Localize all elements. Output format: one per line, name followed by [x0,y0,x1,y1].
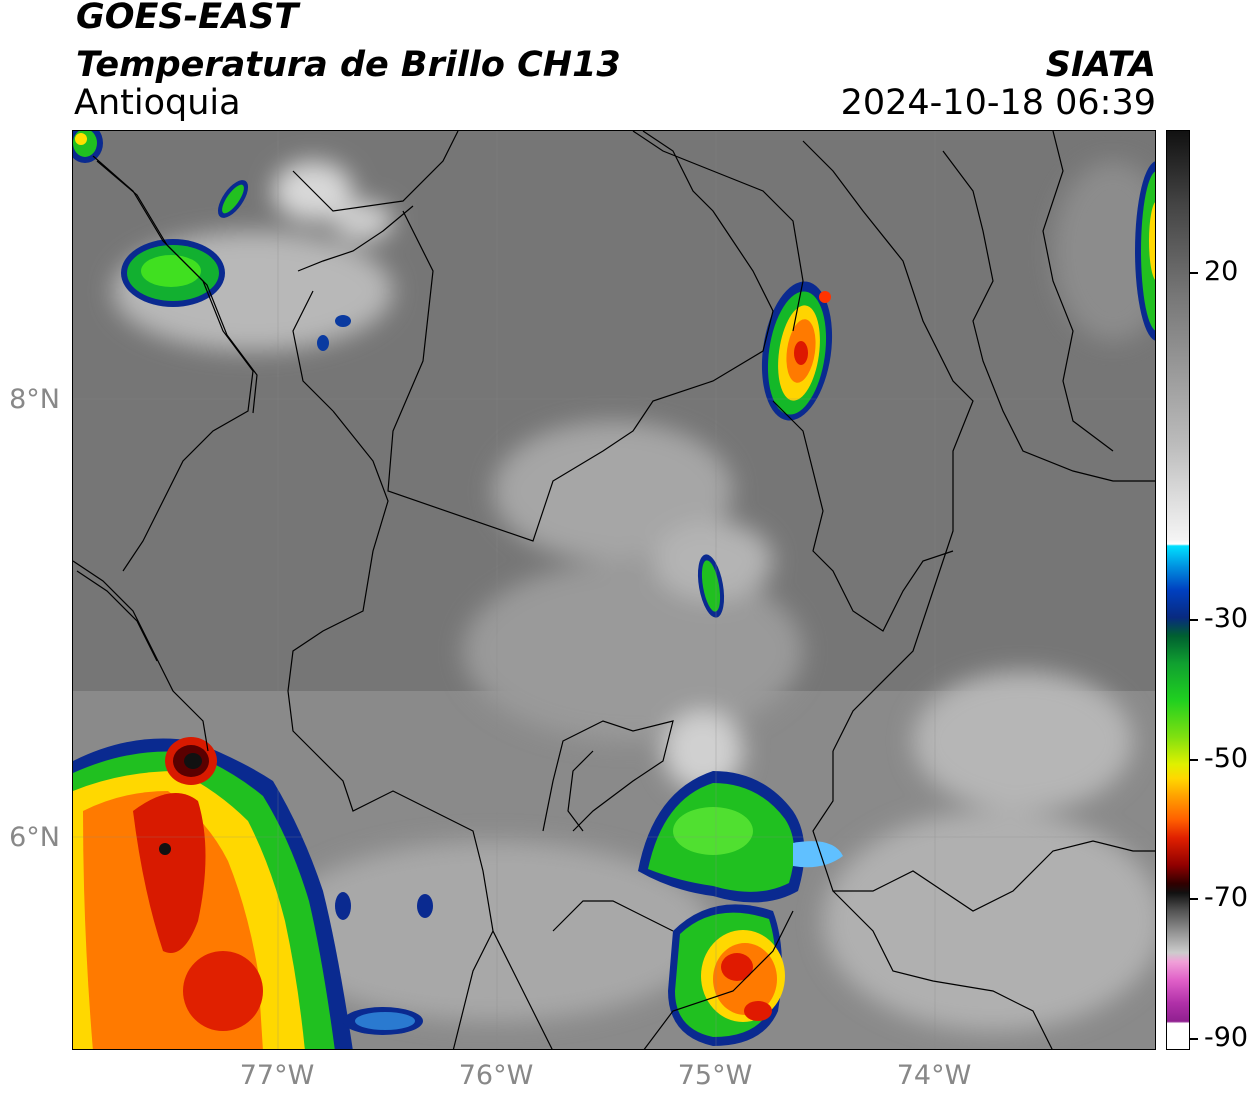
agency-title: SIATA [1045,45,1156,85]
colorbar-label-minus30: -30 [1204,603,1249,634]
lon-label-76w: 76°W [458,1060,534,1091]
colorbar-tick [1190,759,1198,761]
colorbar-label-minus70: -70 [1204,882,1249,913]
region-title: Antioquia [74,83,241,123]
colorbar-label-minus50: -50 [1204,743,1249,774]
lat-label-6n: 6°N [9,822,60,853]
satellite-map [72,130,1156,1050]
storm-southwest [73,737,433,1049]
storm-south [638,771,843,1046]
product-title: Temperatura de Brillo CH13 [76,45,621,85]
storm-northwest [73,131,351,351]
map-canvas [73,131,1155,1049]
colorbar-label-minus90: -90 [1204,1022,1249,1053]
colorbar-tick [1190,898,1198,900]
lon-label-77w: 77°W [239,1060,315,1091]
boundaries [73,131,1155,1049]
lon-label-74w: 74°W [896,1060,972,1091]
colorbar-tick [1190,619,1198,621]
satellite-title: GOES-EAST [76,0,299,37]
graticule [73,131,1155,1049]
colorbar-tick [1190,1038,1198,1040]
storm-east-edge [1135,161,1155,341]
colorbar-tick [1190,272,1198,274]
colorbar-label-20: 20 [1204,256,1239,287]
datetime-label: 2024-10-18 06:39 [840,83,1156,123]
colorbar [1166,130,1190,1050]
storm-north [697,281,833,618]
lon-label-75w: 75°W [677,1060,753,1091]
lat-label-8n: 8°N [9,384,60,415]
